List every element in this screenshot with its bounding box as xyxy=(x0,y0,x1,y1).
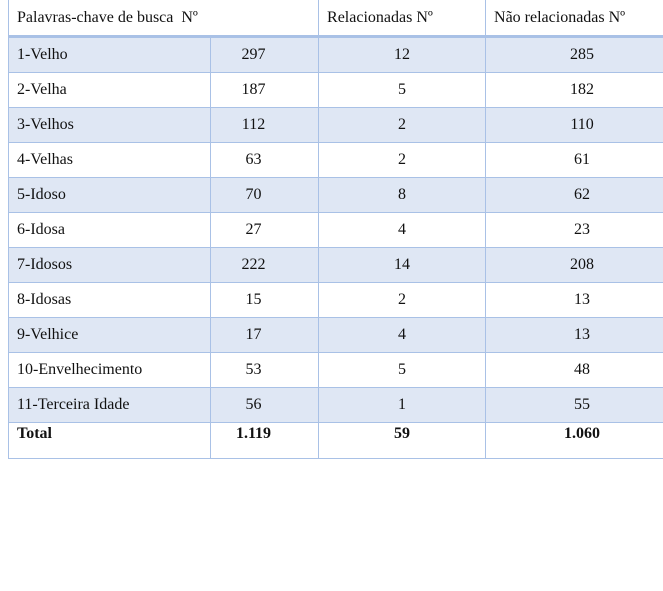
count-cell: 222 xyxy=(209,247,320,283)
header-unrelated: Não relacionadas Nº xyxy=(485,0,663,38)
table-row: 5-Idoso 70 8 62 xyxy=(8,177,663,213)
table-row: 3-Velhos 112 2 110 xyxy=(8,107,663,143)
keyword-cell: 4-Velhas xyxy=(8,142,211,178)
header-row: Palavras-chave de busca Nº Relacionadas … xyxy=(7,0,663,38)
table-row: 10-Envelhecimento 53 5 48 xyxy=(8,352,663,388)
unrelated-cell: 13 xyxy=(485,282,663,318)
total-label: Total xyxy=(8,422,211,459)
related-cell: 4 xyxy=(318,317,487,353)
unrelated-cell: 48 xyxy=(485,352,663,388)
related-cell: 14 xyxy=(318,247,487,283)
related-cell: 5 xyxy=(318,72,487,108)
count-cell: 27 xyxy=(209,212,320,248)
header-related: Relacionadas Nº xyxy=(318,0,487,38)
total-unrelated: 1.060 xyxy=(485,422,663,459)
count-cell: 15 xyxy=(209,282,320,318)
related-cell: 8 xyxy=(318,177,487,213)
count-cell: 63 xyxy=(209,142,320,178)
keyword-cell: 3-Velhos xyxy=(8,107,211,143)
related-cell: 4 xyxy=(318,212,487,248)
count-cell: 112 xyxy=(209,107,320,143)
total-count: 1.119 xyxy=(209,422,320,459)
keyword-cell: 2-Velha xyxy=(8,72,211,108)
count-cell: 70 xyxy=(209,177,320,213)
unrelated-cell: 285 xyxy=(485,36,663,73)
related-cell: 2 xyxy=(318,282,487,318)
count-cell: 53 xyxy=(209,352,320,388)
count-cell: 17 xyxy=(209,317,320,353)
keyword-cell: 6-Idosa xyxy=(8,212,211,248)
keyword-table: Palavras-chave de busca Nº Relacionadas … xyxy=(7,0,663,459)
unrelated-cell: 182 xyxy=(485,72,663,108)
keyword-cell: 8-Idosas xyxy=(8,282,211,318)
total-row: Total 1.119 59 1.060 xyxy=(8,422,663,459)
unrelated-cell: 208 xyxy=(485,247,663,283)
keyword-cell: 9-Velhice xyxy=(8,317,211,353)
table-row: 11-Terceira Idade 56 1 55 xyxy=(8,387,663,423)
unrelated-cell: 23 xyxy=(485,212,663,248)
related-cell: 12 xyxy=(318,36,487,73)
unrelated-cell: 110 xyxy=(485,107,663,143)
table-row: 2-Velha 187 5 182 xyxy=(8,72,663,108)
keyword-cell: 11-Terceira Idade xyxy=(8,387,211,423)
count-cell: 56 xyxy=(209,387,320,423)
unrelated-cell: 62 xyxy=(485,177,663,213)
count-cell: 187 xyxy=(209,72,320,108)
related-cell: 2 xyxy=(318,107,487,143)
unrelated-cell: 55 xyxy=(485,387,663,423)
table-row: 4-Velhas 63 2 61 xyxy=(8,142,663,178)
related-cell: 5 xyxy=(318,352,487,388)
header-keywords: Palavras-chave de busca Nº xyxy=(7,0,320,38)
keyword-cell: 10-Envelhecimento xyxy=(8,352,211,388)
total-related: 59 xyxy=(318,422,487,459)
related-cell: 2 xyxy=(318,142,487,178)
keyword-cell: 5-Idoso xyxy=(8,177,211,213)
unrelated-cell: 13 xyxy=(485,317,663,353)
table-row: 6-Idosa 27 4 23 xyxy=(8,212,663,248)
keyword-cell: 1-Velho xyxy=(8,36,211,73)
table-row: 9-Velhice 17 4 13 xyxy=(8,317,663,353)
count-cell: 297 xyxy=(209,36,320,73)
table-row: 1-Velho 297 12 285 xyxy=(8,36,663,73)
unrelated-cell: 61 xyxy=(485,142,663,178)
table-row: 8-Idosas 15 2 13 xyxy=(8,282,663,318)
keyword-cell: 7-Idosos xyxy=(8,247,211,283)
related-cell: 1 xyxy=(318,387,487,423)
table-row: 7-Idosos 222 14 208 xyxy=(8,247,663,283)
